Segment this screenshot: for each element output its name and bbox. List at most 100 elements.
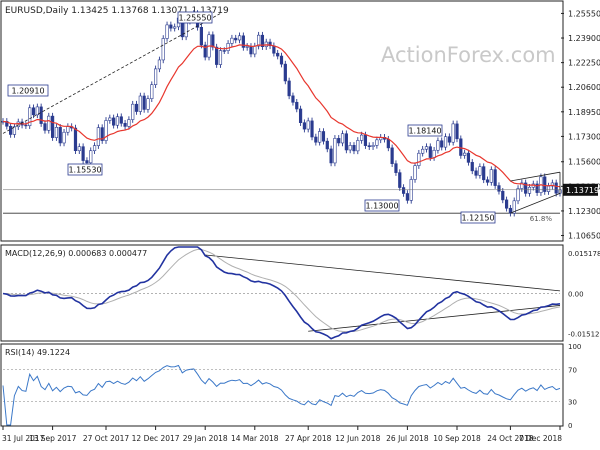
candle-body [333, 138, 337, 164]
price-y-tick-label: 1.12300 [568, 207, 600, 216]
candle-body [169, 24, 173, 29]
macd-y-tick-label: 0.015178 [568, 250, 600, 258]
candle-body [16, 121, 20, 128]
candle-body [276, 52, 280, 57]
candle-body [230, 37, 234, 44]
candle-body [386, 138, 390, 149]
candle-body [478, 166, 482, 176]
moving-average-line [2, 44, 561, 188]
last-price-tag-box [563, 183, 598, 196]
price-marks: 1.20910 1.15530 1.25550 1.13000 1.18140 1.121… [1, 10, 599, 224]
candle-body [272, 45, 276, 54]
candle-body [31, 107, 36, 116]
candle-body [39, 106, 43, 124]
candle-body [363, 134, 368, 146]
price-y-tick-label: 1.22250 [568, 59, 600, 68]
candle-body [115, 116, 120, 126]
candle-body [226, 43, 230, 51]
rsi-y-axis: 100 70 30 0 [568, 343, 581, 430]
candle-body [516, 188, 520, 202]
candle-body [81, 146, 85, 161]
price-annotation: 1.25550 [177, 11, 213, 24]
macd-panel: MACD(12,26,9) 0.000683 0.000477 0.015178… [0, 244, 600, 342]
candle-body [501, 190, 505, 201]
candle-body [222, 50, 226, 52]
price-y-tick-label: 1.10650 [568, 232, 600, 241]
rsi-panel-frame [0, 343, 564, 427]
price-y-tick-label: 1.25550 [568, 9, 600, 18]
candle-body [302, 122, 306, 130]
rsi-line [2, 364, 561, 426]
price-panel-frame [0, 0, 564, 242]
candle-body [405, 193, 409, 201]
candle-body [58, 127, 62, 144]
candle-body [371, 145, 375, 147]
rsi-y-tick-label: 70 [568, 367, 577, 375]
price-panel: EURUSD,Daily 1.13425 1.13768 1.13071 1.1… [0, 0, 600, 242]
candle-body [298, 108, 303, 123]
x-tick-label: 14 Mar 2018 [231, 434, 279, 443]
candle-body [535, 183, 539, 193]
candle-body [417, 152, 421, 166]
candle-body [489, 169, 493, 183]
candle-body [428, 146, 432, 158]
candle-body [203, 44, 207, 58]
candle-body [154, 68, 158, 85]
annotation-box [460, 211, 496, 224]
candle-body [43, 123, 47, 131]
candle-body [497, 185, 501, 192]
candle-body [123, 122, 127, 127]
candle-body [352, 145, 356, 152]
candle-body [314, 136, 318, 143]
candle-body [337, 138, 341, 144]
candle-body [138, 95, 142, 112]
candle-body [9, 125, 13, 135]
last-price-tag: 1.13719 [566, 186, 599, 195]
candle-body [524, 182, 528, 194]
candle-body [104, 120, 108, 141]
candle-body [310, 120, 314, 138]
candle-body [287, 80, 291, 97]
x-tick-label: 27 Oct 2017 [83, 434, 130, 443]
candle-body [161, 38, 165, 61]
annotation-label: 1.18140 [408, 127, 441, 136]
candle-body [554, 182, 558, 194]
candle-body [421, 148, 425, 154]
candle-body [459, 138, 463, 156]
candle-body [184, 20, 188, 38]
trendline-lower [308, 305, 561, 332]
candle-body [436, 140, 440, 151]
price-annotation: 1.13000 [364, 199, 400, 212]
candle-body [348, 145, 352, 151]
candle-body [283, 63, 287, 82]
rsi-y-tick-label: 100 [568, 343, 581, 351]
candle-body [173, 26, 177, 29]
candle-body [165, 24, 169, 39]
candle-body [77, 146, 81, 152]
candle-body [150, 84, 154, 99]
macd-panel-frame [0, 244, 564, 342]
candle-body [92, 145, 97, 152]
candle-body [466, 152, 471, 163]
candle-body [482, 166, 486, 181]
candle-body [413, 165, 417, 180]
candle-body [463, 152, 467, 156]
candle-body [550, 182, 554, 187]
macd-signal-line [2, 248, 561, 333]
macd-y-tick-label: 0.00 [568, 291, 584, 299]
x-tick-label: 27 Apr 2018 [285, 434, 332, 443]
candle-body [508, 207, 513, 214]
price-y-tick-label: 1.23900 [568, 34, 600, 43]
candle-body [50, 115, 55, 138]
candle-body [390, 147, 394, 164]
candle-body [112, 117, 116, 126]
price-annotation: 1.20910 [7, 84, 49, 97]
candle-body [485, 179, 490, 183]
macd-marks [2, 246, 561, 340]
candle-body [360, 134, 364, 141]
candle-body [432, 149, 436, 158]
candle-body [527, 186, 532, 194]
candle-body [237, 35, 242, 41]
candle-body [470, 162, 474, 172]
price-y-tick-label: 1.17300 [568, 132, 600, 141]
